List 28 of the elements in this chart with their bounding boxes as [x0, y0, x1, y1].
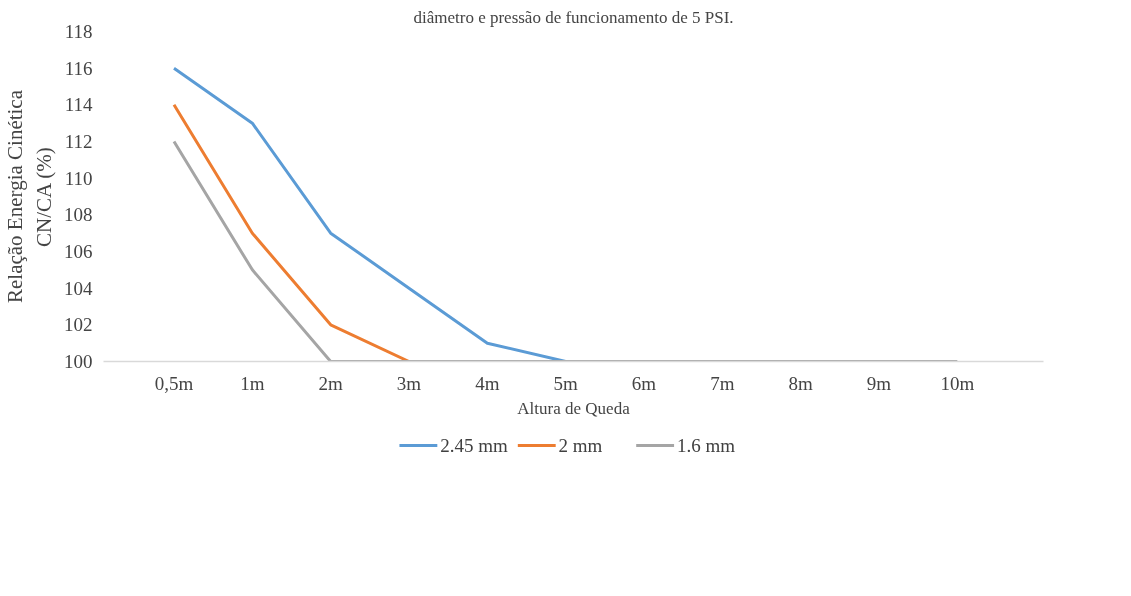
x-tick-label: 4m [475, 372, 500, 394]
x-axis-title: Altura de Queda [517, 398, 631, 418]
y-tick-label: 114 [64, 94, 93, 116]
text: diâmetro e pressão de funcionamento de 5 PSI. [413, 7, 734, 27]
y-tick-label: 112 [64, 131, 93, 152]
y-tick-label: 102 [64, 314, 93, 336]
x-tick-label: 7m [710, 372, 735, 394]
line-series [172, 103, 411, 362]
x-tick-label: 2m [318, 372, 344, 394]
y-tick-label: 116 [64, 57, 93, 79]
x-tick-label: 1m [240, 372, 265, 394]
y-tick-label: 106 [64, 241, 93, 262]
legend-label: 2.45 mm [440, 435, 508, 456]
legend-label: 1.6 mm [676, 435, 736, 456]
x-tick-label: 6m [631, 372, 657, 394]
y-axis-title: Relação Energia Cinética CN/CA (%) [3, 89, 56, 304]
y-tick-label: 118 [64, 21, 93, 42]
x-tick-label: 5m [553, 372, 579, 394]
y-tick-label: 100 [64, 351, 93, 372]
y-tick-label: 104 [64, 277, 93, 299]
x-tick-label: 8m [788, 372, 814, 394]
x-tick-label: 0,5m [154, 372, 194, 394]
x-tick-label: 3m [396, 372, 422, 394]
y-tick-label: 110 [64, 167, 93, 189]
legend-label: 2 mm [558, 435, 603, 456]
x-tick-label: 10m [940, 372, 975, 394]
x-tick-label: 9m [866, 372, 892, 394]
y-tick-label: 108 [64, 204, 93, 226]
